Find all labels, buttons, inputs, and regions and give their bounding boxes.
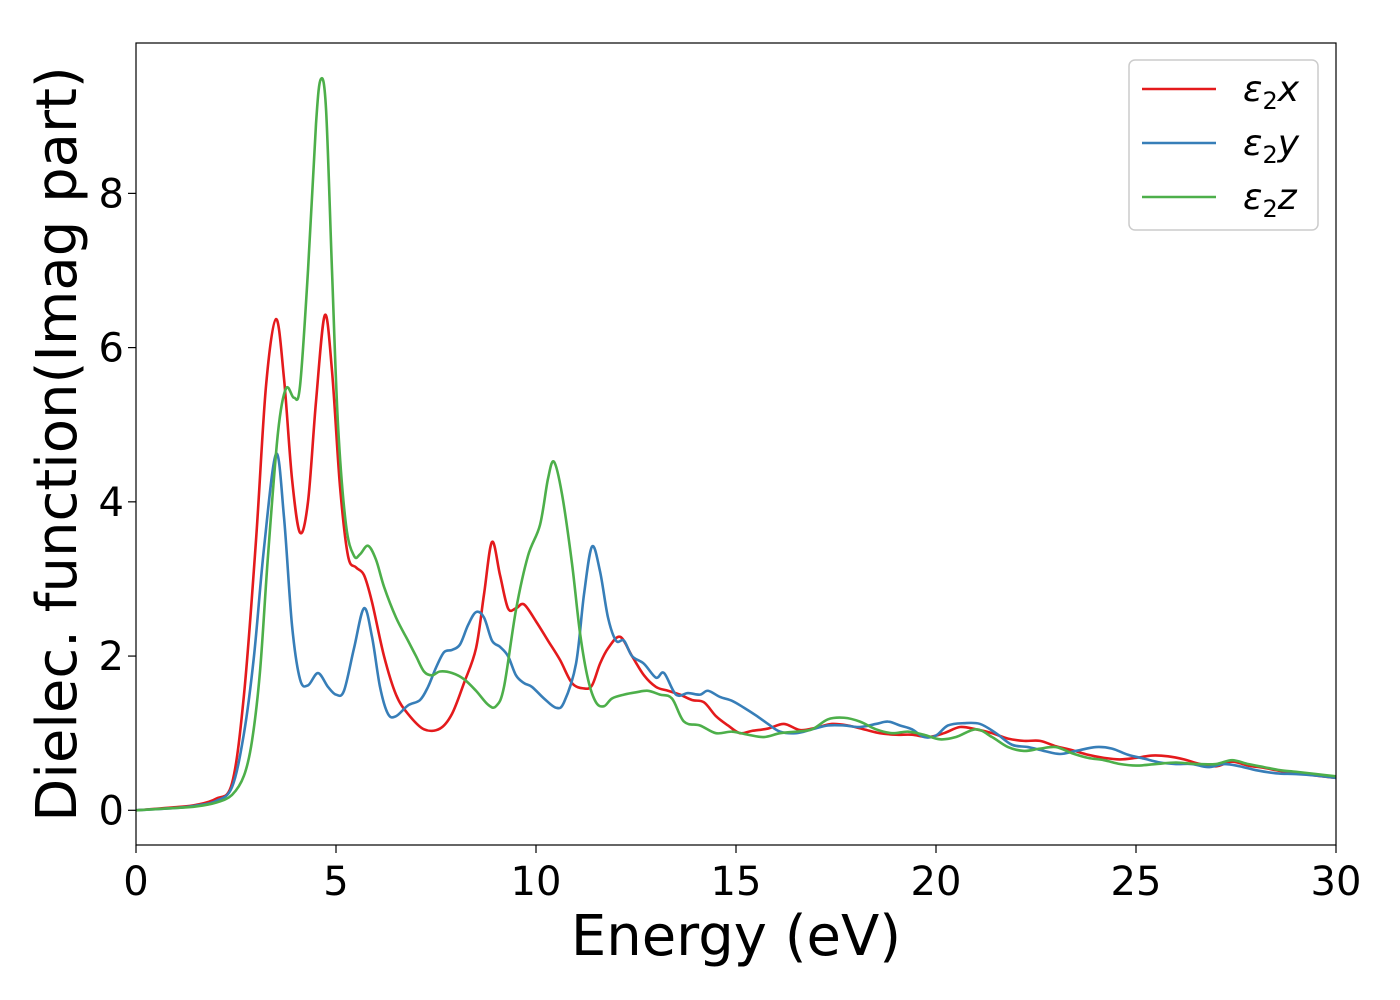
- x-axis: 0 5 10 15 20 25 30: [123, 845, 1361, 905]
- legend-label-x: ε2x: [1243, 69, 1300, 115]
- y-tick-label: 6: [99, 326, 124, 372]
- y-axis: 0 2 4 6 8: [99, 171, 136, 834]
- x-tick-label: 30: [1311, 859, 1362, 905]
- series-line-y: [136, 452, 1336, 812]
- y-tick-label: 0: [99, 788, 124, 834]
- series-line-z: [136, 76, 1336, 812]
- x-tick-label: 15: [711, 859, 762, 905]
- y-tick-label: 2: [99, 634, 124, 680]
- series-layer: [136, 76, 1336, 812]
- legend: ε2x ε2y ε2z: [1128, 59, 1319, 231]
- legend-label-y: ε2y: [1243, 123, 1300, 169]
- legend-label-z: ε2z: [1243, 177, 1298, 223]
- x-tick-label: 5: [323, 859, 348, 905]
- x-tick-label: 0: [123, 859, 148, 905]
- x-tick-label: 25: [1111, 859, 1162, 905]
- y-tick-label: 4: [99, 480, 124, 526]
- y-tick-label: 8: [99, 171, 124, 217]
- y-axis-title: Dielec. function(Imag part): [25, 66, 90, 822]
- x-axis-title: Energy (eV): [571, 904, 901, 969]
- x-tick-label: 10: [511, 859, 562, 905]
- legend-box: [1128, 59, 1319, 231]
- x-tick-label: 20: [911, 859, 962, 905]
